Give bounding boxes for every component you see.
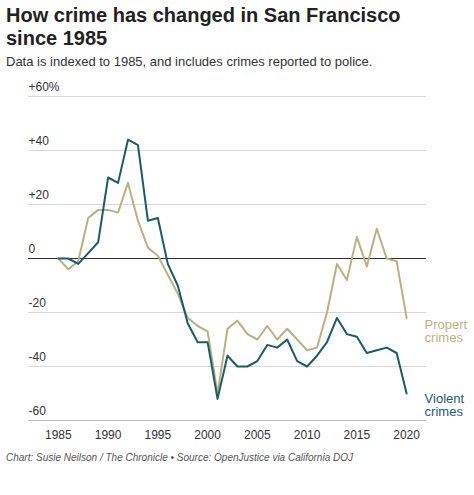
svg-text:Propertycrimes: Propertycrimes (425, 317, 468, 345)
svg-text:2015: 2015 (343, 428, 370, 442)
svg-text:+60%: +60% (29, 80, 60, 94)
svg-text:0: 0 (29, 242, 36, 256)
html-text:Data is indexed to 1985, and i: Data is indexed to 1985, and includes cr… (6, 54, 373, 69)
svg-text:-20: -20 (29, 296, 47, 310)
svg-text:+40: +40 (29, 134, 50, 148)
svg-text:2005: 2005 (244, 428, 271, 442)
svg-text:1995: 1995 (144, 428, 171, 442)
svg-text:1985: 1985 (45, 428, 72, 442)
svg-text:-60: -60 (29, 404, 47, 418)
svg-text:+20: +20 (29, 188, 50, 202)
svg-text:2020: 2020 (393, 428, 420, 442)
svg-text:-40: -40 (29, 350, 47, 364)
svg-text:Violentcrimes: Violentcrimes (425, 391, 465, 419)
svg-text:2000: 2000 (194, 428, 221, 442)
html-text:How crime has changed in San F: How crime has changed in San Francisco s… (6, 4, 401, 49)
html-text:Chart: Susie Neilson / The Chr: Chart: Susie Neilson / The Chronicle • S… (6, 452, 353, 463)
svg-text:2010: 2010 (294, 428, 321, 442)
svg-text:1990: 1990 (95, 428, 122, 442)
